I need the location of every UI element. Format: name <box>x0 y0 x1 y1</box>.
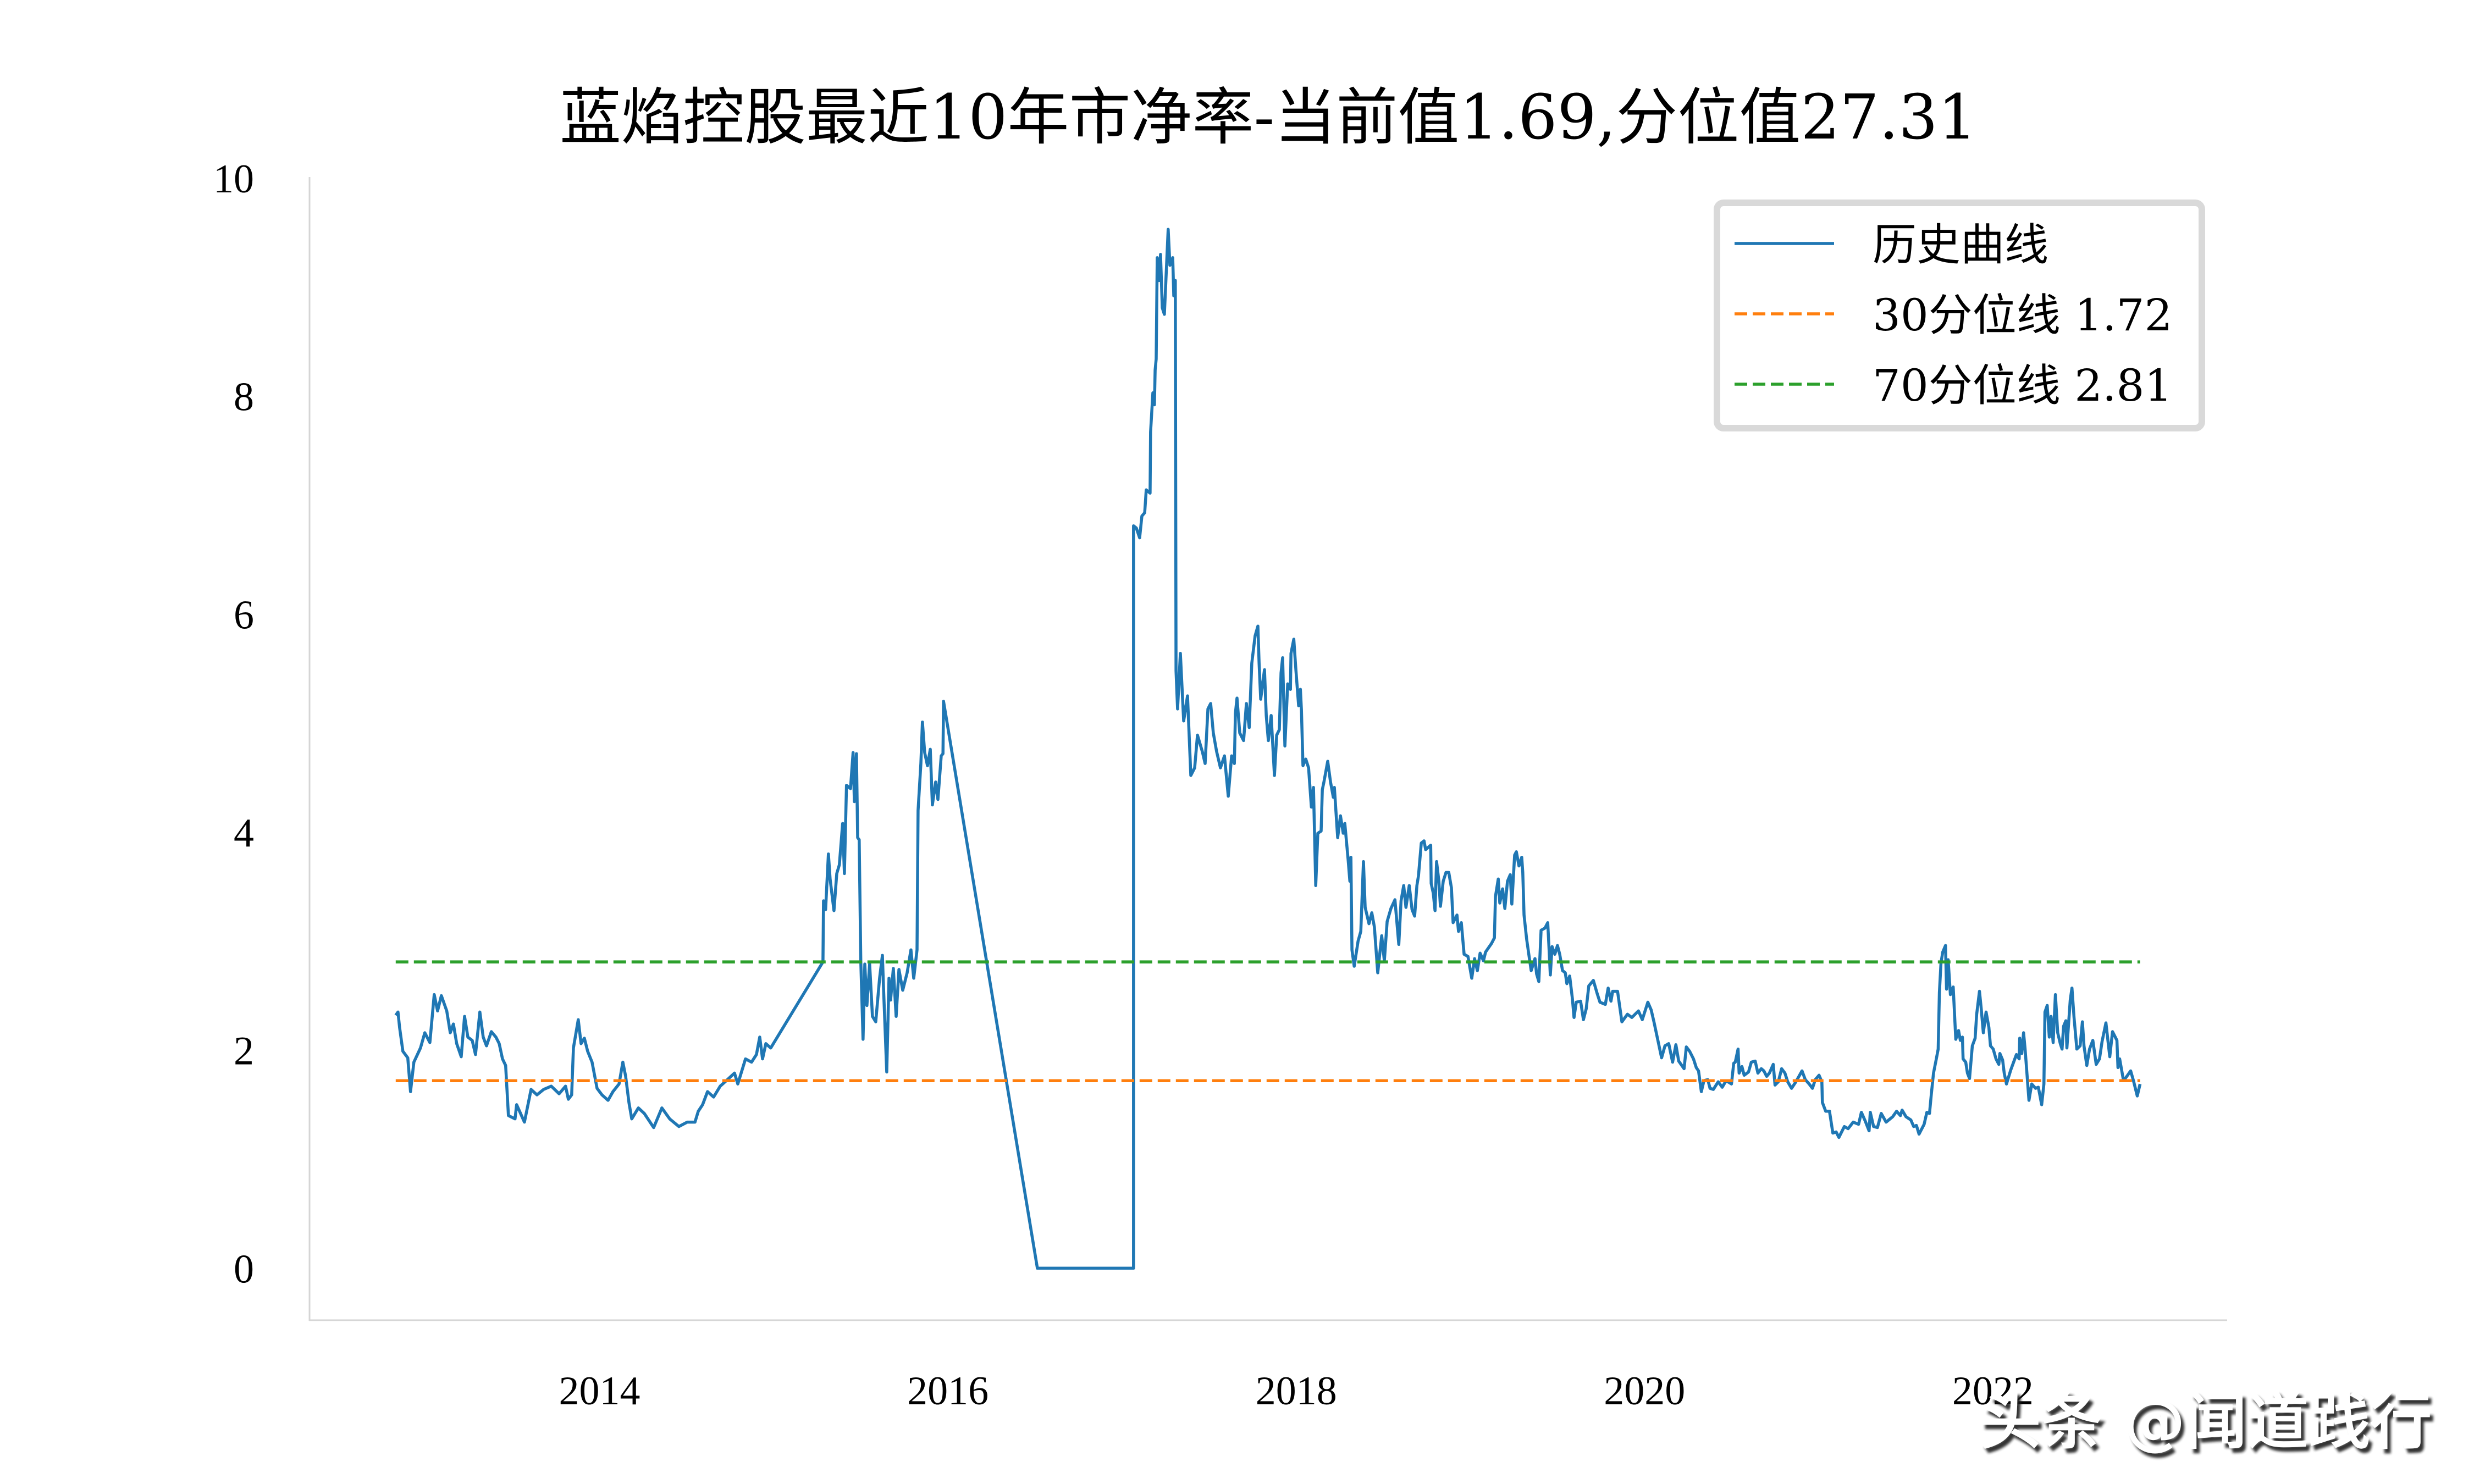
x-tick-label: 2014 <box>559 1369 640 1414</box>
y-tick-label: 2 <box>234 1029 254 1074</box>
watermark: 头条 @闻道践行 头条 @闻道践行 <box>1979 1386 2435 1462</box>
legend-item-p30: 30分位线 1.72 <box>1735 290 2172 341</box>
legend-item-p70: 70分位线 2.81 <box>1735 360 2172 411</box>
y-tick-label: 4 <box>234 811 254 856</box>
legend-item-history: 历史曲线 <box>1735 219 2048 270</box>
y-tick-label: 0 <box>234 1247 254 1292</box>
x-tick-label: 2020 <box>1604 1369 1685 1414</box>
legend-label-p30: 30分位线 1.72 <box>1873 290 2172 341</box>
x-tick-label: 2018 <box>1256 1369 1337 1414</box>
watermark-text: 头条 @闻道践行 <box>1979 1386 2432 1458</box>
legend: 历史曲线 30分位线 1.72 70分位线 2.81 <box>1714 200 2205 431</box>
y-tick-label: 6 <box>234 593 254 638</box>
legend-label-p70: 70分位线 2.81 <box>1873 360 2172 411</box>
x-axis-tick-labels: 2014 2016 2018 2020 2022 <box>559 1369 2034 1414</box>
y-tick-label: 8 <box>234 375 254 420</box>
y-tick-label: 10 <box>213 157 254 202</box>
plot-area <box>394 228 2142 1270</box>
y-axis-tick-labels: 0 2 4 6 8 10 <box>213 157 254 1292</box>
watermark-shadow: 头条 @闻道践行 <box>1982 1391 2435 1462</box>
x-tick-label: 2022 <box>1952 1369 2034 1414</box>
legend-label-history: 历史曲线 <box>1873 219 2048 270</box>
chart-title: 蓝焰控股最近10年市净率-当前值1.69,分位值27.31 <box>560 82 1977 153</box>
legend-box <box>1714 200 2205 431</box>
x-tick-label: 2016 <box>907 1369 989 1414</box>
history-curve-line <box>394 228 2142 1270</box>
